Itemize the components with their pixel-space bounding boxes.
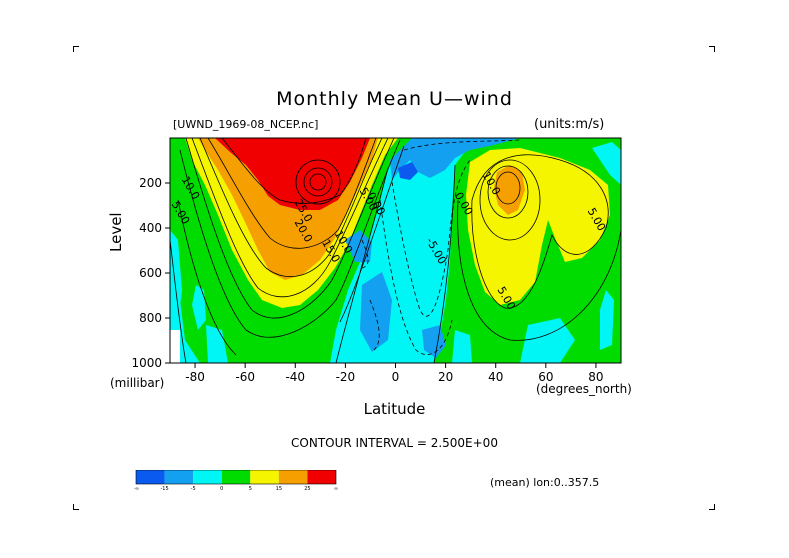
band-cyan-pocket-5	[600, 290, 614, 350]
x-tick-label: -40	[285, 370, 305, 384]
x-tick-label: -20	[336, 370, 356, 384]
y-axis-unit: (millibar)	[110, 376, 165, 390]
contour-jet-1	[221, 138, 367, 204]
contour-jet-6	[179, 139, 401, 338]
contour-jet-core-3	[295, 159, 341, 205]
colorbar-swatch	[250, 470, 279, 484]
y-tick-label: 400	[139, 221, 162, 235]
colorbar-tick-label: 15	[276, 486, 282, 490]
contour-jet-4	[191, 138, 389, 298]
x-tick-label: 20	[438, 370, 453, 384]
x-tick-label: -80	[185, 370, 205, 384]
contour-east-3	[403, 139, 521, 151]
contour-north-3	[479, 159, 541, 241]
x-axis-unit: (degrees_north)	[536, 382, 632, 396]
y-tick-label: 800	[139, 311, 162, 325]
contour-zero-1	[335, 167, 389, 363]
x-tick-label: 40	[488, 370, 503, 384]
band-darkblue-core	[398, 162, 418, 180]
y-axis-ticks: 200 400 600 800 1000	[131, 176, 170, 370]
contour-east-1	[391, 159, 471, 317]
colorbar-tick-label: ∞	[334, 486, 338, 490]
contour-north-4	[471, 154, 609, 309]
band-cyan-pocket-7	[592, 142, 621, 185]
band-blue-pocket-2	[360, 272, 392, 352]
band-cyan-pocket-2	[192, 285, 206, 330]
contour-east-5	[369, 299, 380, 351]
corner-mark-bottom-left	[73, 504, 79, 510]
colorbar-tick-label: 5	[249, 486, 252, 490]
contour-jet-core-1	[303, 167, 333, 197]
contour-north-5	[457, 199, 621, 341]
colorbar-swatch	[193, 470, 222, 484]
contour-north-2	[487, 165, 529, 219]
colorbar-swatch	[307, 470, 336, 484]
colorbar-tick-label: -∞	[134, 486, 139, 490]
colorbar-swatch	[221, 470, 251, 484]
x-axis-label: Latitude	[363, 400, 426, 418]
colorbar-tick-label: -15	[160, 486, 168, 490]
colorbar-swatch	[164, 470, 194, 484]
y-tick-label: 600	[139, 266, 162, 280]
colorbar-tick-label: 0	[220, 486, 223, 490]
colorbar: -∞ -15 -5 0 5 15 25 ∞	[134, 470, 338, 490]
contour-jet-5	[185, 138, 395, 319]
band-cyan-pocket-4	[520, 318, 575, 363]
contour-north-1	[495, 171, 521, 205]
corner-mark-bottom-right	[709, 504, 715, 510]
contour-south-edge	[170, 239, 187, 363]
contour-jet-3	[199, 138, 383, 277]
contour-east-2	[379, 199, 453, 355]
colorbar-frame	[135, 470, 337, 485]
band-blue-pocket-3	[422, 325, 446, 358]
x-axis-ticks: -80 -60 -40 -20 0 20 40 60 80	[185, 363, 604, 384]
colorbar-swatch	[136, 470, 165, 484]
contour-lines	[170, 138, 621, 363]
contour-jet-core-2	[309, 173, 327, 191]
y-tick-label: 1000	[131, 356, 162, 370]
y-tick-label: 200	[139, 176, 162, 190]
contour-jet-2	[207, 138, 377, 249]
x-tick-label: -60	[235, 370, 255, 384]
contour-zero-2	[433, 164, 456, 363]
contour-interval-label: CONTOUR INTERVAL = 2.500E+00	[291, 436, 498, 450]
band-cyan-pocket-3	[206, 325, 228, 363]
corner-mark-top-left	[73, 46, 79, 52]
colorbar-swatch	[278, 470, 308, 484]
dataset-label: [UWND_1969-08_NCEP.nc]	[173, 118, 319, 131]
chart-title: Monthly Mean U—wind	[276, 88, 513, 110]
x-tick-label: 60	[538, 370, 553, 384]
colorbar-tick-label: -5	[191, 486, 196, 490]
y-axis-label: Level	[107, 212, 125, 252]
units-label: (units:m/s)	[534, 117, 605, 132]
contour-jet-7	[177, 145, 405, 356]
x-tick-label: 0	[392, 370, 400, 384]
band-red	[215, 138, 370, 210]
contour-east-4	[361, 239, 369, 269]
mean-lon-note: (mean) lon:0..357.5	[490, 476, 600, 489]
band-blue-tropics-upper	[390, 138, 520, 180]
no-data-patch	[170, 330, 180, 363]
corner-mark-top-right	[709, 46, 715, 52]
colorbar-tick-label: 25	[304, 486, 310, 490]
band-cyan-pocket-6	[452, 330, 472, 363]
band-cyan-pocket-1	[170, 230, 182, 345]
x-tick-label: 80	[588, 370, 603, 384]
